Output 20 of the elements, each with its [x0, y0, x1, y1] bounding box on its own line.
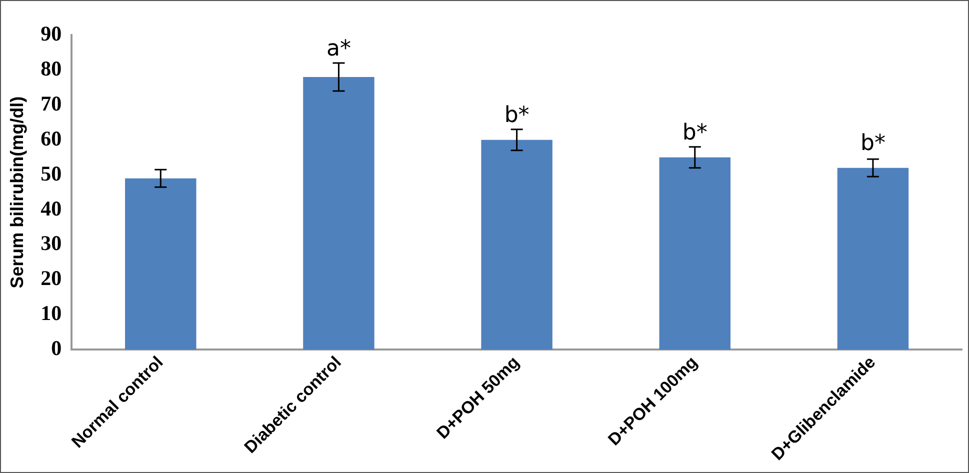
y-tick-label: 0 — [51, 336, 62, 360]
y-tick-label: 20 — [40, 266, 62, 290]
y-tick-label: 50 — [40, 161, 62, 186]
annotation: a* — [326, 36, 351, 62]
bar — [303, 76, 374, 350]
y-tick-label: 30 — [40, 231, 62, 256]
y-tick-label: 60 — [40, 126, 62, 150]
bar — [837, 168, 909, 350]
y-tick-label: 90 — [40, 21, 62, 46]
bar — [481, 140, 552, 350]
annotation: b* — [504, 103, 530, 128]
y-axis-title: Serum bilirubin(mg/dl) — [6, 96, 27, 288]
bar — [125, 178, 196, 350]
y-tick-label: 80 — [40, 56, 62, 80]
y-tick-label: 40 — [40, 196, 62, 220]
y-tick-label: 70 — [40, 91, 62, 116]
annotation: b* — [860, 131, 886, 156]
y-tick-label: 10 — [40, 301, 62, 326]
bar — [659, 157, 730, 350]
annotation: b* — [682, 120, 708, 146]
